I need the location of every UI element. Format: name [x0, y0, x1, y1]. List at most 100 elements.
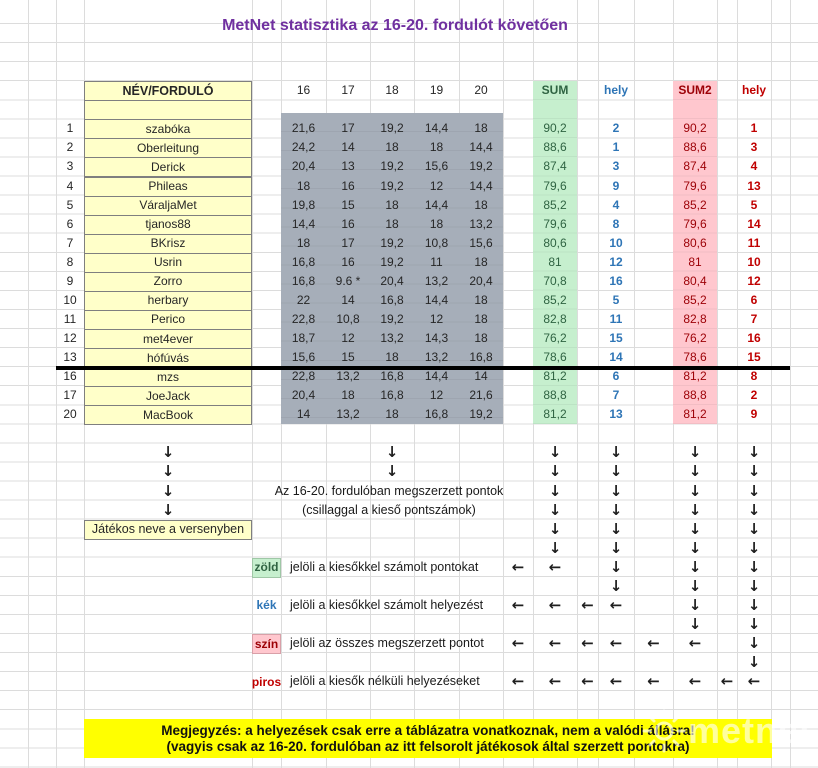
round-score-cell: 16,8: [469, 350, 493, 365]
left-arrow-icon: ←: [548, 672, 562, 691]
player-name-cell: JoeJack: [84, 386, 252, 407]
round-score-cell: 18: [385, 140, 399, 155]
round-score-cell: 19,2: [380, 178, 404, 193]
down-arrow-icon: ↓: [548, 538, 562, 557]
left-arrow-icon: ←: [511, 595, 525, 614]
down-arrow-icon: ↓: [548, 462, 562, 481]
sum-cell: 81: [548, 254, 562, 269]
legend-description: jelöli az összes megszerzett pontot: [290, 636, 484, 650]
player-name-cell: VáraljaMet: [84, 195, 252, 216]
points-note-line1: Az 16-20. fordulóban megszerzett pontok: [274, 483, 504, 498]
round-score-cell: 19,2: [380, 159, 404, 174]
sum-cell: 78,6: [543, 350, 567, 365]
down-arrow-icon: ↓: [747, 653, 761, 672]
down-arrow-icon: ↓: [548, 481, 562, 500]
round-score-cell: 18: [385, 350, 399, 365]
round-score-cell: 11: [430, 254, 443, 269]
round-score-cell: 10,8: [336, 311, 360, 326]
hely-cell: 1: [612, 140, 620, 155]
hely-cell: 2: [612, 121, 620, 136]
sum2-cell: 85,2: [683, 292, 707, 307]
round-score-cell: 14: [341, 140, 355, 155]
down-arrow-icon: ↓: [385, 443, 399, 462]
round-score-cell: 15,6: [424, 159, 449, 174]
round-header-18: 18: [385, 83, 399, 98]
hely-cell: 7: [612, 388, 620, 403]
hely-cell: 3: [612, 159, 620, 174]
sum2-cell: 88,8: [683, 388, 707, 403]
sum-header: SUM: [541, 83, 569, 98]
sum-cell: 88,6: [543, 140, 567, 155]
sum2-cell: 81: [688, 254, 702, 269]
round-header-20: 20: [474, 83, 488, 98]
down-arrow-icon: ↓: [548, 443, 562, 462]
player-name-cell: Oberleitung: [84, 138, 252, 159]
down-arrow-icon: ↓: [747, 443, 761, 462]
down-arrow-icon: ↓: [688, 500, 702, 519]
hely-cell: 14: [609, 350, 623, 365]
grid-line: [771, 0, 772, 768]
sum-cell: 88,8: [543, 388, 567, 403]
round-score-cell: 12: [341, 331, 355, 346]
down-arrow-icon: ↓: [161, 500, 175, 519]
round-score-cell: 24,2: [291, 140, 316, 155]
round-score-cell: 17: [341, 235, 355, 250]
sum-cell: 81,2: [543, 407, 567, 422]
row-rank: 6: [66, 216, 74, 231]
round-score-cell: 21,6: [291, 121, 316, 136]
sum2-cell: 80,4: [683, 273, 707, 288]
hely2-cell: 3: [750, 140, 758, 155]
round-score-cell: 13,2: [469, 216, 493, 231]
left-arrow-icon: ←: [548, 557, 562, 576]
down-arrow-icon: ↓: [161, 443, 175, 462]
down-arrow-icon: ↓: [609, 538, 623, 557]
round-score-cell: 18: [296, 178, 311, 193]
player-name-cell: tjanos88: [84, 214, 252, 235]
round-score-cell: 14,4: [424, 121, 449, 136]
row-rank: 13: [63, 350, 77, 365]
round-score-cell: 18: [341, 388, 355, 403]
hely-cell: 5: [612, 292, 620, 307]
hely-cell: 9: [612, 178, 620, 193]
player-name-cell: hófúvás: [84, 348, 252, 369]
row-rank: 20: [63, 407, 77, 422]
hely-header: hely: [603, 83, 628, 98]
down-arrow-icon: ↓: [747, 557, 761, 576]
round-score-cell: 17: [341, 121, 355, 136]
round-score-cell: 20,4: [380, 273, 404, 288]
left-arrow-icon: ←: [511, 672, 525, 691]
hely-cell: 13: [609, 407, 623, 422]
round-score-cell: 14,4: [424, 197, 449, 212]
down-arrow-icon: ↓: [747, 576, 761, 595]
sum-cell: 81,2: [543, 369, 567, 384]
player-name-cell: herbary: [84, 290, 252, 311]
round-score-cell: 16,8: [380, 292, 404, 307]
legend-description: jelöli a kiesőkkel számolt pontokat: [290, 559, 479, 574]
down-arrow-icon: ↓: [688, 538, 702, 557]
hely2-cell: 5: [750, 197, 758, 212]
down-arrow-icon: ↓: [609, 462, 623, 481]
sum-cell: 80,6: [543, 235, 567, 250]
down-arrow-icon: ↓: [747, 481, 761, 500]
down-arrow-icon: ↓: [747, 595, 761, 614]
left-arrow-icon: ←: [548, 595, 562, 614]
round-score-cell: 14,3: [424, 331, 449, 346]
sum2-cell: 76,2: [683, 331, 707, 346]
sum-cell: 76,2: [543, 331, 567, 346]
sum-cell: 79,6: [543, 216, 567, 231]
row-rank: 7: [66, 235, 74, 250]
hely2-cell: 4: [750, 159, 758, 174]
down-arrow-icon: ↓: [609, 557, 623, 576]
hely2-cell: 2: [750, 388, 758, 403]
corner-header-cell: NÉV/FORDULÓ: [84, 81, 252, 102]
left-arrow-icon: ←: [609, 634, 623, 652]
sum2-cell: 81,2: [683, 407, 707, 422]
round-score-cell: 14: [341, 292, 355, 307]
left-arrow-icon: ←: [548, 634, 562, 652]
left-arrow-icon: ←: [747, 672, 761, 691]
hely-cell: 11: [609, 311, 623, 326]
round-score-cell: 16,8: [424, 407, 449, 422]
down-arrow-icon: ↓: [609, 519, 623, 538]
round-score-cell: 16,8: [380, 388, 404, 403]
note-line2: (vagyis csak az 16-20. fordulóban az itt…: [166, 739, 690, 754]
